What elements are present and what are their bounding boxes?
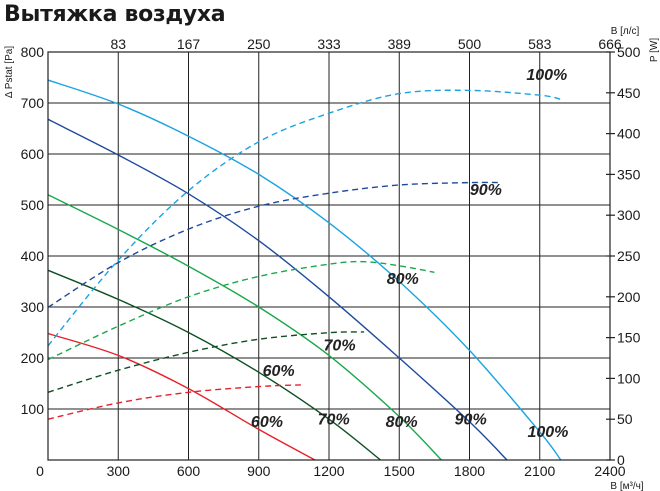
y2-tick-label: 200 bbox=[617, 289, 641, 305]
x2-tick-label: 666 bbox=[598, 36, 622, 52]
y-tick-label: 700 bbox=[21, 95, 45, 111]
curve-label: 60% bbox=[263, 363, 295, 380]
x-tick-label: 1800 bbox=[454, 463, 485, 479]
y2-tick-label: 400 bbox=[617, 126, 641, 142]
y2-tick-label: 50 bbox=[617, 411, 633, 427]
x2-axis-label: B [л/с] bbox=[611, 26, 640, 37]
y-tick-label: 300 bbox=[21, 299, 45, 315]
pressure-curve-70pct bbox=[47, 269, 381, 461]
y-tick-label: 500 bbox=[21, 197, 45, 213]
y2-tick-label: 100 bbox=[617, 370, 641, 386]
pressure-curve-90pct bbox=[47, 118, 508, 461]
x2-tick-label: 83 bbox=[110, 36, 126, 52]
x2-tick-label: 333 bbox=[317, 36, 341, 52]
curve-label: 90% bbox=[455, 411, 487, 428]
x-tick-label: 1200 bbox=[313, 463, 344, 479]
x2-tick-label: 500 bbox=[458, 36, 482, 52]
y2-tick-label: 450 bbox=[617, 85, 641, 101]
pressure-curve-60pct bbox=[47, 332, 316, 461]
power-curve-100pct bbox=[47, 89, 561, 347]
y-tick-label: 200 bbox=[21, 350, 45, 366]
y2-tick-label: 250 bbox=[617, 248, 641, 264]
y-tick-label: 600 bbox=[21, 146, 45, 162]
x-tick-label: 900 bbox=[247, 463, 271, 479]
y2-tick-label: 350 bbox=[617, 166, 641, 182]
curve-label: 60% bbox=[251, 414, 283, 431]
curve-label: 70% bbox=[318, 411, 350, 428]
x2-tick-label: 167 bbox=[177, 36, 201, 52]
y2-tick-label: 500 bbox=[617, 44, 641, 60]
y2-tick-label: 150 bbox=[617, 330, 641, 346]
x-tick-label: 2100 bbox=[524, 463, 555, 479]
x2-tick-label: 583 bbox=[528, 36, 552, 52]
curve-label: 70% bbox=[324, 337, 356, 354]
y2-tick-label: 300 bbox=[617, 207, 641, 223]
x-axis-label: B [м³/ч] bbox=[610, 481, 643, 491]
power-curve-80pct bbox=[47, 260, 435, 361]
curve-label: 90% bbox=[470, 182, 502, 199]
x-tick-label: 600 bbox=[177, 463, 201, 479]
pressure-curve-100pct bbox=[47, 79, 562, 461]
curve-label: 100% bbox=[526, 67, 567, 84]
y-tick-label: 800 bbox=[21, 44, 45, 60]
power-curve-70pct bbox=[47, 331, 365, 393]
y2-tick-label: 0 bbox=[617, 452, 625, 468]
grid bbox=[48, 52, 610, 460]
curve-label: 80% bbox=[386, 414, 418, 431]
x-tick-label: 300 bbox=[107, 463, 131, 479]
x-tick-label: 1500 bbox=[384, 463, 415, 479]
y2-axis-label: P [W] bbox=[649, 38, 660, 62]
y-tick-label: 400 bbox=[21, 248, 45, 264]
pressure-curve-80pct bbox=[47, 194, 442, 461]
x2-tick-label: 250 bbox=[247, 36, 271, 52]
curves bbox=[47, 79, 562, 461]
power-curve-60pct bbox=[47, 384, 301, 420]
curve-labels: 100% 90% 80% 70% 60% 100% 90% 80% 70% 60% bbox=[251, 67, 568, 441]
x2-tick-label: 389 bbox=[388, 36, 412, 52]
power-curve-90pct bbox=[47, 181, 500, 308]
x-tick-label: 2400 bbox=[594, 463, 625, 479]
x-tick-label: 0 bbox=[36, 463, 44, 479]
curve-label: 80% bbox=[387, 271, 419, 288]
curve-label: 100% bbox=[527, 424, 568, 441]
chart-title: Вытяжка воздуха bbox=[4, 2, 226, 27]
y-tick-label: 100 bbox=[21, 401, 45, 417]
y-axis-label: Δ Pstat [Pa] bbox=[4, 46, 15, 98]
